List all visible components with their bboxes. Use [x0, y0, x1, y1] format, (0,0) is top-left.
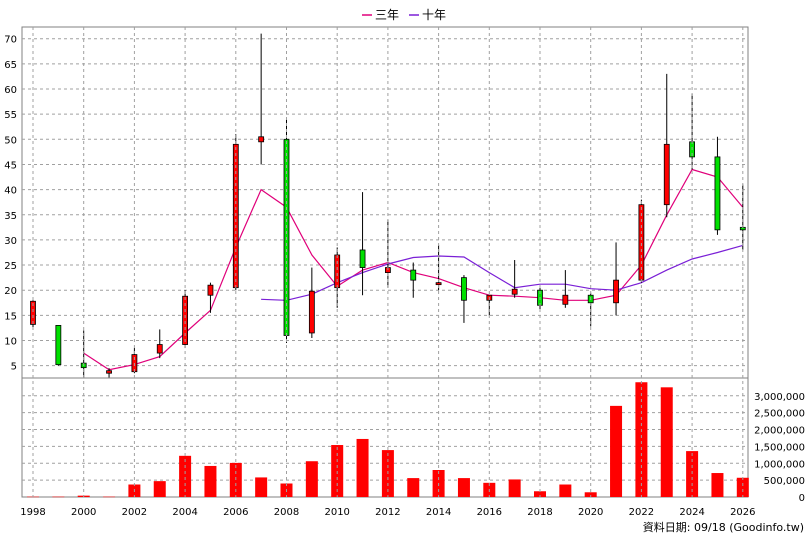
- x-tick-label: 2016: [477, 507, 502, 518]
- legend: 三年 十年: [362, 8, 446, 22]
- x-tick-label: 2008: [274, 507, 299, 518]
- candle-body-up: [182, 295, 189, 345]
- candle: [714, 136, 721, 235]
- candle: [410, 262, 417, 298]
- volume-tick-label: 1,500,000: [754, 442, 805, 453]
- volume-bar: [407, 478, 420, 497]
- x-axis: 1998 2000 2002 2004 2006 2008 2010 2012 2014 2016…: [20, 27, 756, 518]
- volume-bar: [305, 461, 318, 497]
- volume-bar: [103, 496, 116, 498]
- candle-body-up: [562, 294, 569, 305]
- price-tick-label: 45: [4, 160, 17, 171]
- price-plot-area: [21, 26, 749, 379]
- candle-body-up: [308, 290, 315, 334]
- volume-bar: [204, 465, 217, 497]
- volume-panel: 0 500,000 1,000,000 1,500,000 2,000,000 2,500…: [21, 377, 805, 504]
- volume-bar: [635, 382, 648, 497]
- x-tick-label: 2000: [71, 507, 96, 518]
- candle: [638, 199, 645, 283]
- x-tick-label: 2022: [629, 507, 654, 518]
- volume-bar: [255, 477, 268, 497]
- candle: [663, 73, 670, 218]
- legend-label-3y: 三年: [375, 8, 399, 22]
- price-tick-label: 55: [4, 110, 17, 121]
- candle-body-up: [334, 254, 341, 289]
- candle: [562, 270, 569, 308]
- candle-body-up: [663, 143, 670, 206]
- candle-body-down: [55, 325, 62, 366]
- candle: [55, 325, 62, 366]
- price-tick-label: 30: [4, 236, 17, 247]
- candle-body-down: [461, 277, 467, 301]
- price-tick-label: 35: [4, 211, 17, 222]
- volume-bar: [610, 405, 623, 497]
- volume-tick-label: 1,000,000: [754, 459, 805, 470]
- volume-tick-label: 2,000,000: [754, 426, 805, 437]
- candle: [232, 134, 239, 291]
- price-tick-label: 15: [4, 311, 17, 322]
- price-tick-label: 70: [4, 35, 17, 46]
- x-tick-label: 2018: [527, 507, 552, 518]
- price-tick-label: 40: [4, 186, 17, 197]
- candle: [156, 329, 163, 359]
- price-tick-label: 25: [4, 261, 17, 272]
- x-tick-label: 2020: [578, 507, 603, 518]
- candle-body-up: [106, 370, 112, 374]
- candle-body-down: [410, 269, 417, 281]
- candle-body-up: [511, 288, 518, 295]
- x-tick-label: 2004: [172, 507, 197, 518]
- x-tick-label: 2012: [375, 507, 400, 518]
- x-tick-label: 2010: [324, 507, 349, 518]
- volume-bar: [457, 478, 470, 497]
- volume-bar: [356, 438, 369, 497]
- candle-body-up: [156, 344, 163, 354]
- x-tick-label: 2024: [679, 507, 704, 518]
- ma-10y-line: [261, 244, 743, 301]
- candle: [461, 275, 467, 323]
- x-tick-label: 2002: [122, 507, 147, 518]
- price-tick-label: 65: [4, 60, 17, 71]
- volume-bar: [584, 492, 597, 497]
- candle-body-up: [435, 282, 442, 286]
- volume-bar: [508, 479, 521, 497]
- volume-bar: [52, 496, 65, 498]
- x-tick-label: 2006: [223, 507, 248, 518]
- volume-bar: [534, 491, 546, 497]
- x-tick-label: 2014: [426, 507, 451, 518]
- candle-body-down: [714, 156, 721, 231]
- volume-bar: [686, 451, 699, 497]
- volume-tick-label: 2,500,000: [754, 409, 805, 420]
- data-date-credit: 資料日期: 09/18 (Goodinfo.tw): [643, 520, 804, 534]
- candle-body-up: [30, 300, 36, 325]
- candle: [511, 260, 518, 298]
- x-tick-label: 1998: [20, 507, 45, 518]
- price-tick-label: 5: [11, 362, 17, 373]
- price-tick-label: 60: [4, 85, 17, 96]
- candle: [359, 192, 366, 296]
- candle: [613, 242, 619, 316]
- candle-body-up: [207, 284, 214, 296]
- volume-tick-label: 3,000,000: [754, 392, 805, 403]
- candle-body-up: [613, 279, 619, 304]
- candle-body-down: [359, 249, 366, 268]
- volume-tick-label: 500,000: [764, 476, 805, 487]
- legend-label-10y: 十年: [422, 8, 446, 22]
- candle: [258, 33, 265, 165]
- volume-tick-label: 0: [799, 493, 805, 504]
- volume-bar: [559, 484, 572, 497]
- x-tick-label: 2026: [730, 507, 755, 518]
- candle: [207, 282, 214, 313]
- volume-bar: [736, 477, 749, 497]
- candle-body-up: [258, 136, 265, 143]
- price-tick-label: 10: [4, 337, 17, 348]
- volume-bar: [711, 473, 724, 497]
- price-tick-label: 20: [4, 286, 17, 297]
- volume-bar: [153, 481, 166, 497]
- candle: [308, 267, 315, 338]
- volume-bar: [660, 387, 673, 497]
- volume-bar: [179, 455, 192, 497]
- price-panel: 5 10 15 20 25 30 35 40 45 50 55 60 65 70: [4, 26, 749, 381]
- price-tick-label: 50: [4, 135, 17, 146]
